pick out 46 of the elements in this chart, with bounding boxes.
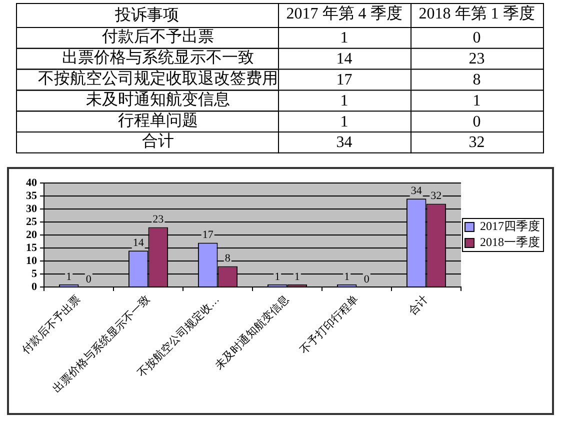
data-label: 0 <box>472 30 481 47</box>
data-label: 17 <box>202 229 214 242</box>
x-tick-label: 合计 <box>406 292 431 318</box>
legend-label: 2017四季度 <box>480 219 540 234</box>
data-label: 1 <box>274 270 280 283</box>
x-tick-label: 不予打印行程单 <box>297 292 362 356</box>
data-label: 1 <box>294 270 300 283</box>
y-tick-label: 不按航空公司规定收取退改签费用 <box>38 69 278 88</box>
data-label: 34 <box>410 184 422 197</box>
data-label: 0 <box>86 273 92 286</box>
x-tick-label: 2017 年第 4 季度 <box>286 4 402 23</box>
data-label: 1 <box>340 92 348 110</box>
y-tick-label: 未及时通知航变信息 <box>86 90 230 108</box>
y-tick-label: 付款后不予出票 <box>101 28 214 46</box>
y-tick-label: 30 <box>26 202 38 215</box>
data-label: 1 <box>472 92 481 110</box>
y-tick-label: 40 <box>26 176 38 189</box>
data-label: 17 <box>336 71 352 88</box>
y-tick-label: 25 <box>26 216 38 228</box>
y-tick-label: 行程单问题 <box>118 111 198 130</box>
data-label: 1 <box>66 270 72 283</box>
y-tick-label: 15 <box>26 242 38 254</box>
y-tick-label: 合计 <box>142 132 174 150</box>
data-label: 0 <box>472 113 481 130</box>
data-label: 1 <box>340 30 348 47</box>
data-label: 1 <box>344 270 350 283</box>
y-tick-label: 0 <box>32 280 38 293</box>
data-label: 34 <box>336 134 352 152</box>
data-label: 14 <box>336 50 352 68</box>
data-label: 32 <box>430 190 442 202</box>
y-tick-label: 5 <box>32 268 38 280</box>
data-label: 32 <box>468 134 485 152</box>
data-label: 8 <box>224 252 231 265</box>
legend-label: 2018一季度 <box>480 235 540 250</box>
y-tick-label: 20 <box>26 228 38 241</box>
data-label: 23 <box>152 214 164 226</box>
data-label: 0 <box>364 273 370 286</box>
x-tick-label: 2018 年第 1 季度 <box>418 4 535 23</box>
y-axis-title: 投诉事项 <box>114 6 179 24</box>
data-label: 23 <box>468 50 485 68</box>
data-label: 8 <box>472 71 481 88</box>
y-tick-label: 35 <box>26 190 38 202</box>
y-tick-label: 出票价格与系统显示不一致 <box>62 48 254 67</box>
data-label: 14 <box>132 236 144 249</box>
data-label: 1 <box>340 113 348 130</box>
y-tick-label: 10 <box>26 254 38 267</box>
